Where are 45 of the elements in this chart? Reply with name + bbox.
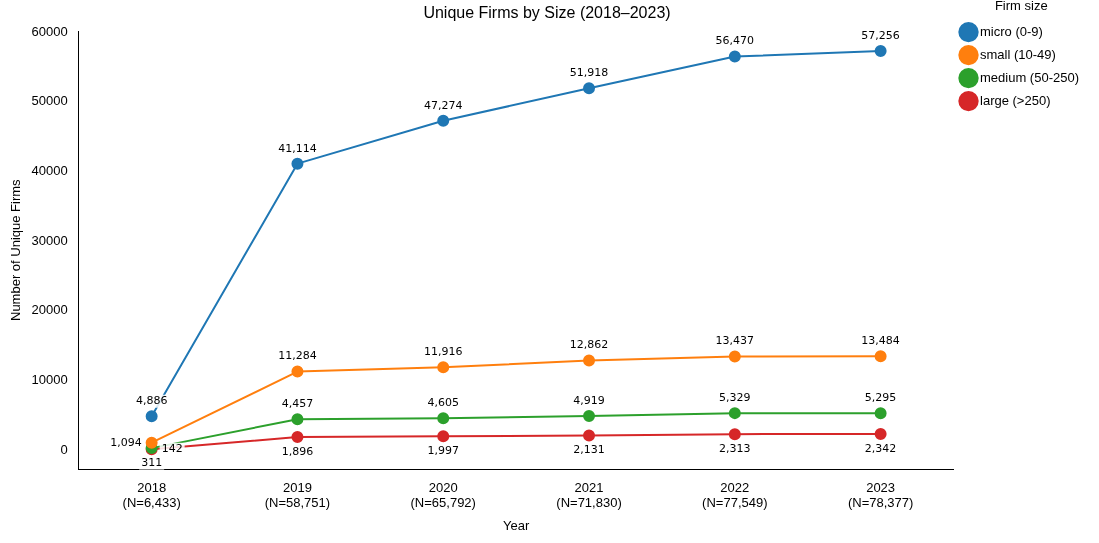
legend-label: small (10-49) [980, 46, 1056, 62]
y-tick-label: 20000 [31, 302, 68, 318]
data-label: 57,256 [861, 28, 900, 42]
x-tick-label: 2020 (N=65,792) [410, 479, 476, 511]
y-tick-label: 0 [60, 441, 68, 457]
data-label: 4,457 [281, 397, 314, 411]
y-axis-title: Number of Unique Firms [8, 178, 24, 321]
data-label: 5,295 [864, 391, 897, 405]
chart-title: Unique Firms by Size (2018–2023) [423, 4, 671, 22]
legend-title: Firm size [994, 0, 1048, 14]
data-label: 47,274 [423, 98, 463, 112]
data-label: 2,131 [573, 443, 605, 457]
legend-label: micro (0-9) [980, 23, 1043, 39]
x-tick-label: 2021 (N=71,830) [556, 479, 622, 511]
y-tick-label: 60000 [31, 23, 68, 39]
y-tick-label: 50000 [31, 93, 68, 109]
y-tick-label: 30000 [31, 232, 68, 248]
data-label: 142 [161, 442, 183, 456]
data-label: 56,470 [715, 34, 755, 48]
data-label: 11,284 [278, 349, 317, 363]
data-label: 4,919 [573, 393, 605, 407]
x-tick-label: 2023 (N=78,377) [847, 479, 914, 511]
data-label: 11,916 [423, 345, 463, 359]
x-tick-label: 2022 (N=77,549) [702, 479, 768, 511]
y-tick-label: 40000 [31, 162, 68, 178]
legend-label: medium (50-250) [980, 69, 1080, 85]
data-label: 4,605 [427, 396, 459, 410]
data-label: 4,886 [135, 394, 168, 408]
data-label: 13,437 [715, 334, 755, 348]
data-label: 51,918 [569, 66, 609, 80]
data-label: 5,329 [719, 390, 751, 404]
data-label: 2,313 [719, 442, 751, 456]
y-tick-label: 10000 [31, 372, 68, 388]
data-label: 41,114 [278, 141, 317, 155]
data-label: 13,484 [861, 334, 900, 348]
data-label: 2,342 [864, 441, 897, 455]
data-label: 311 [141, 455, 163, 469]
data-label: 12,862 [569, 338, 609, 352]
data-label: 1,094 [110, 435, 142, 449]
data-label: 1,997 [427, 444, 459, 458]
legend-label: large (>250) [980, 92, 1051, 108]
x-axis-title: Year [502, 517, 530, 533]
x-tick-label: 2018 (N=6,433) [122, 479, 181, 511]
data-label: 1,896 [281, 444, 314, 458]
x-tick-label: 2019 (N=58,751) [264, 479, 331, 511]
